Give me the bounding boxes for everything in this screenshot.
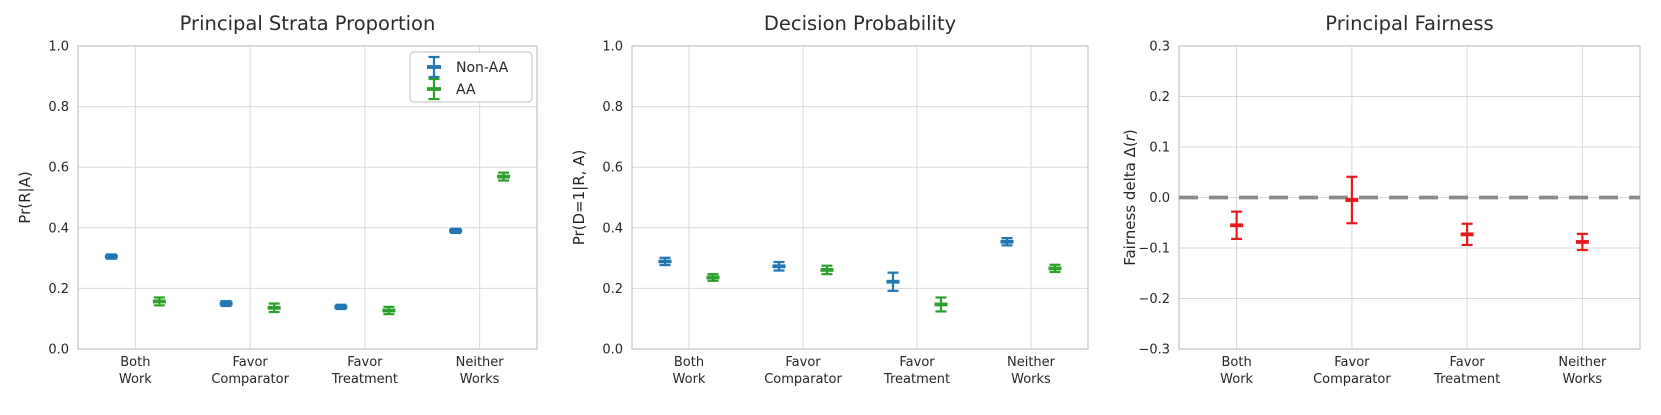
- x-tick-label: Neither: [456, 355, 505, 370]
- error-bar: [820, 264, 834, 276]
- y-axis-label: Fairness delta Δ(r): [1121, 129, 1139, 266]
- error-bar: [1575, 232, 1589, 252]
- y-tick-label: 0.2: [1149, 90, 1170, 105]
- y-tick-label: 1.0: [602, 40, 623, 55]
- y-tick-label: 0.8: [48, 100, 69, 115]
- legend-label: AA: [456, 82, 476, 98]
- x-tick-label: Works: [460, 372, 500, 387]
- principal-fairness-chart: −0.3 −0.2 −0.1 0.0 0.1 0.2 0.3 Both Work Favor Com…: [1121, 12, 1641, 387]
- decision-probability-chart: 0.0 0.2 0.4 0.6 0.8 1.0 Both Work Favor Comparato…: [570, 12, 1089, 387]
- error-bar: [1345, 175, 1359, 225]
- chart-panel-principal-fairness: −0.3 −0.2 −0.1 0.0 0.1 0.2 0.3 Both Work Favor Com…: [1108, 0, 1661, 415]
- error-bar: [658, 256, 672, 267]
- x-tick-label: Comparator: [764, 372, 842, 387]
- plot-border: [631, 45, 1089, 350]
- error-bar: [497, 171, 511, 182]
- error-bar: [449, 227, 463, 235]
- error-bar: [1460, 222, 1474, 247]
- y-tick-label: 0.1: [1149, 141, 1170, 156]
- plot-border: [77, 45, 538, 350]
- x-tick-label: Both: [120, 355, 150, 370]
- y-tick-label: 0.4: [48, 221, 69, 236]
- error-bar: [104, 253, 118, 260]
- x-tick-label: Comparator: [211, 372, 289, 387]
- error-bar: [382, 305, 396, 316]
- x-tick-label: Neither: [1007, 355, 1056, 370]
- x-tick-label: Comparator: [1313, 372, 1391, 387]
- x-tick-label: Both: [1222, 355, 1252, 370]
- y-tick-label: 0.6: [602, 161, 623, 176]
- chart-panel-decision-probability: 0.0 0.2 0.4 0.6 0.8 1.0 Both Work Favor Comparato…: [553, 0, 1108, 415]
- chart-title: Principal Fairness: [1325, 12, 1493, 35]
- y-tick-label: 1.0: [48, 40, 69, 55]
- x-tick-label: Neither: [1558, 355, 1607, 370]
- y-tick-label: 0.2: [48, 282, 69, 297]
- error-bar: [334, 303, 348, 311]
- error-bar: [1000, 237, 1014, 247]
- x-tick-label: Favor: [1450, 355, 1486, 370]
- x-tick-label: Work: [119, 372, 152, 387]
- y-tick-label: 0.3: [1149, 40, 1170, 55]
- legend-label: Non-AA: [456, 60, 509, 76]
- y-tick-label: 0.0: [602, 343, 623, 358]
- y-axis-label: Pr(R|A): [16, 171, 34, 223]
- x-tick-label: Works: [1563, 372, 1603, 387]
- x-tick-label: Treatment: [883, 372, 950, 387]
- error-bar: [152, 296, 166, 307]
- x-tick-label: Work: [1220, 372, 1253, 387]
- error-bar: [1230, 210, 1244, 241]
- x-tick-label: Favor: [1334, 355, 1370, 370]
- x-tick-label: Treatment: [1433, 372, 1500, 387]
- error-bar: [219, 300, 233, 308]
- error-bar: [772, 260, 786, 272]
- y-tick-label: 0.6: [48, 161, 69, 176]
- error-bar: [934, 296, 948, 313]
- y-tick-label: 0.0: [1149, 191, 1170, 206]
- x-tick-label: Works: [1011, 372, 1051, 387]
- y-tick-label: 0.4: [602, 221, 623, 236]
- x-tick-label: Favor: [347, 355, 383, 370]
- legend-item: AA: [427, 77, 476, 101]
- x-tick-label: Favor: [233, 355, 269, 370]
- legend-item: Non-AA: [427, 55, 509, 79]
- error-bar: [706, 273, 720, 282]
- y-tick-label: 0.8: [602, 100, 623, 115]
- x-tick-label: Favor: [785, 355, 821, 370]
- chart-title: Decision Probability: [764, 12, 956, 35]
- x-tick-label: Favor: [899, 355, 935, 370]
- x-tick-label: Work: [673, 372, 706, 387]
- error-bar: [267, 302, 281, 314]
- x-tick-label: Both: [674, 355, 704, 370]
- y-tick-label: −0.3: [1138, 343, 1170, 358]
- y-axis-label: Pr(D=1|R, A): [570, 150, 588, 246]
- y-tick-label: 0.0: [48, 343, 69, 358]
- chart-title: Principal Strata Proportion: [180, 12, 436, 35]
- x-tick-label: Treatment: [331, 372, 398, 387]
- y-tick-label: −0.2: [1138, 292, 1170, 307]
- y-tick-label: 0.2: [602, 282, 623, 297]
- y-tick-label: −0.1: [1138, 242, 1170, 257]
- chart-panel-principal-strata: 0.0 0.2 0.4 0.6 0.8 1.0 Both Work Favor Comparato…: [0, 0, 553, 415]
- legend: Non-AA AA: [409, 51, 533, 103]
- error-bar: [886, 271, 900, 292]
- principal-strata-chart: 0.0 0.2 0.4 0.6 0.8 1.0 Both Work Favor Comparato…: [16, 12, 538, 387]
- error-bar: [1048, 263, 1062, 274]
